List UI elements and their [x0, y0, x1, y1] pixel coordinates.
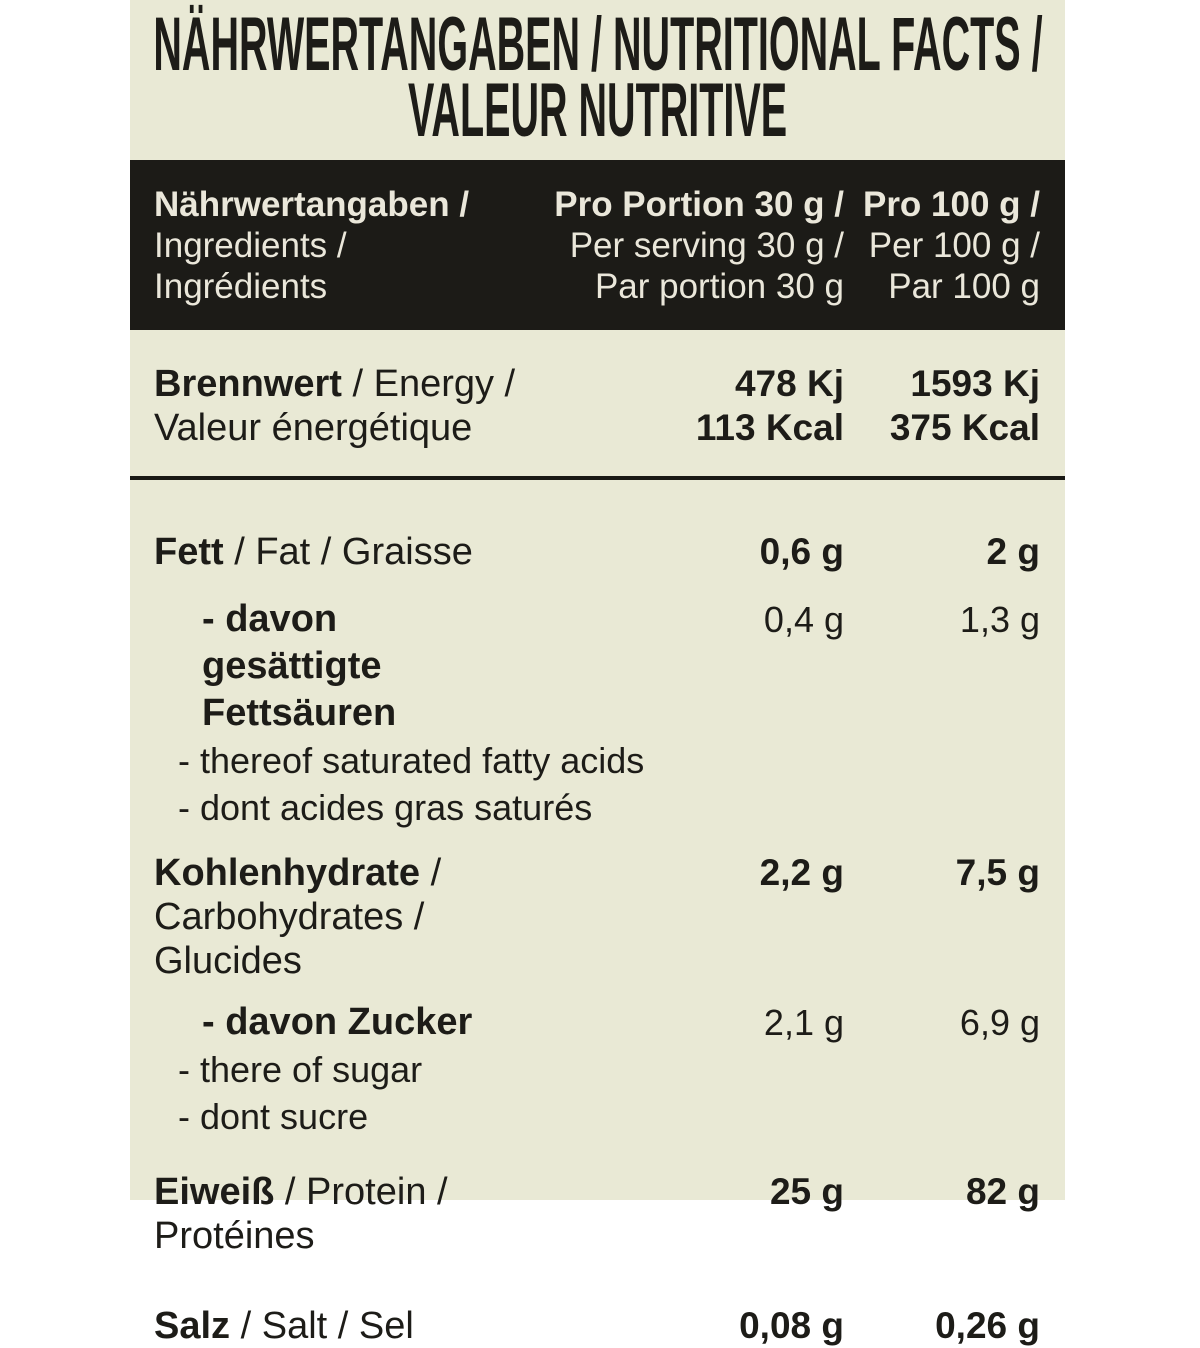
row-energy: Brennwert / Energy / Valeur énergétique …: [130, 362, 1065, 450]
energy-value-serving: 478 Kj 113 Kcal: [522, 362, 844, 450]
header-serving-en: Per serving 30 g /: [569, 225, 844, 265]
sugar-label-de: - davon Zucker: [202, 1001, 473, 1043]
saturated-fat-label-de: - davon gesättigte Fettsäuren: [202, 598, 397, 734]
row-carbohydrates: Kohlenhydrate / Carbohydrates / Glucides…: [130, 851, 1065, 983]
header-column-per-serving: Pro Portion 30 g / Per serving 30 g / Pa…: [522, 184, 844, 307]
header-column-nutrients: Nährwertangaben / Ingredients / Ingrédie…: [154, 184, 522, 307]
salt-label: Salz / Salt / Sel: [154, 1304, 522, 1348]
header-nutrients-fr: Ingrédients: [154, 266, 328, 306]
salt-label-en-fr: / Salt / Sel: [230, 1305, 414, 1347]
energy-100g-kcal: 375 Kcal: [889, 407, 1040, 448]
row-protein: Eiweiß / Protein / Protéines 25 g 82 g: [130, 1170, 1065, 1258]
carbohydrates-label: Kohlenhydrate / Carbohydrates / Glucides: [154, 851, 522, 983]
salt-label-de: Salz: [154, 1305, 231, 1347]
header-100g-fr: Par 100 g: [888, 266, 1040, 306]
sugar-main-line: - davon Zucker 2,1 g 6,9 g: [130, 999, 1065, 1046]
header-serving-de: Pro Portion 30 g /: [554, 184, 844, 224]
row-saturated-fat: - davon gesättigte Fettsäuren 0,4 g 1,3 …: [130, 596, 1065, 831]
protein-value-serving: 25 g: [769, 1171, 844, 1212]
saturated-fat-label-fr: - dont acides gras saturés: [178, 787, 593, 828]
table-header-bar: Nährwertangaben / Ingredients / Ingrédie…: [130, 160, 1065, 330]
header-serving-fr: Par portion 30 g: [594, 266, 844, 306]
fat-label: Fett / Fat / Graisse: [154, 530, 522, 574]
header-column-per-100g: Pro 100 g / Per 100 g / Par 100 g: [844, 184, 1040, 307]
sugar-label-fr: - dont sucre: [178, 1096, 369, 1137]
protein-label-de: Eiweiß: [154, 1171, 275, 1213]
energy-serving-kcal: 113 Kcal: [695, 407, 844, 448]
energy-label-en: / Energy /: [341, 363, 516, 405]
saturated-fat-main-line: - davon gesättigte Fettsäuren 0,4 g 1,3 …: [130, 596, 1065, 737]
energy-value-100g: 1593 Kj 375 Kcal: [844, 362, 1040, 450]
header-nutrients-en: Ingredients /: [154, 225, 347, 265]
energy-label-fr: Valeur énergétique: [154, 407, 473, 449]
carbohydrates-value-100g: 7,5 g: [955, 852, 1040, 893]
saturated-fat-value-serving: 0,4 g: [763, 599, 844, 640]
header-nutrients-de: Nährwertangaben /: [154, 184, 470, 224]
energy-serving-kj: 478 Kj: [734, 363, 844, 404]
carbohydrates-label-en: / Carbohydrates /: [154, 852, 442, 938]
energy-label-de: Brennwert: [154, 363, 342, 405]
salt-value-100g: 0,26 g: [935, 1305, 1040, 1346]
title-line-1: NÄHRWERTANGABEN / NUTRITIONAL FACTS /: [152, 2, 1043, 87]
saturated-fat-value-100g: 1,3 g: [959, 599, 1040, 640]
fat-value-100g: 2 g: [986, 531, 1040, 572]
label-title: NÄHRWERTANGABEN / NUTRITIONAL FACTS / VA…: [130, 0, 1065, 160]
protein-value-100g: 82 g: [965, 1171, 1040, 1212]
row-salt: Salz / Salt / Sel 0,08 g 0,26 g: [130, 1304, 1065, 1348]
carbohydrates-label-fr: Glucides: [154, 940, 302, 982]
salt-value-serving: 0,08 g: [739, 1305, 844, 1346]
row-sugar: - davon Zucker 2,1 g 6,9 g - there of su…: [130, 999, 1065, 1140]
header-100g-en: Per 100 g /: [868, 225, 1040, 265]
saturated-fat-label-en: - thereof saturated fatty acids: [178, 740, 645, 781]
sugar-label-en: - there of sugar: [178, 1049, 423, 1090]
fat-label-de: Fett: [154, 531, 224, 573]
header-100g-de: Pro 100 g /: [862, 184, 1040, 224]
title-line-2: VALEUR NUTRITIVE: [407, 68, 788, 153]
sugar-value-serving: 2,1 g: [763, 1002, 844, 1043]
row-fat: Fett / Fat / Graisse 0,6 g 2 g: [130, 530, 1065, 574]
divider-line: [130, 476, 1065, 480]
nutrition-table-body: Brennwert / Energy / Valeur énergétique …: [130, 362, 1065, 1348]
carbohydrates-value-serving: 2,2 g: [759, 852, 844, 893]
nutrition-label: NÄHRWERTANGABEN / NUTRITIONAL FACTS / VA…: [130, 0, 1065, 1347]
fat-value-serving: 0,6 g: [759, 531, 844, 572]
carbohydrates-label-de: Kohlenhydrate: [154, 852, 421, 894]
protein-label: Eiweiß / Protein / Protéines: [154, 1170, 522, 1258]
fat-label-en-fr: / Fat / Graisse: [223, 531, 473, 573]
energy-100g-kj: 1593 Kj: [910, 363, 1040, 404]
sugar-value-100g: 6,9 g: [959, 1002, 1040, 1043]
energy-label: Brennwert / Energy / Valeur énergétique: [154, 362, 522, 450]
